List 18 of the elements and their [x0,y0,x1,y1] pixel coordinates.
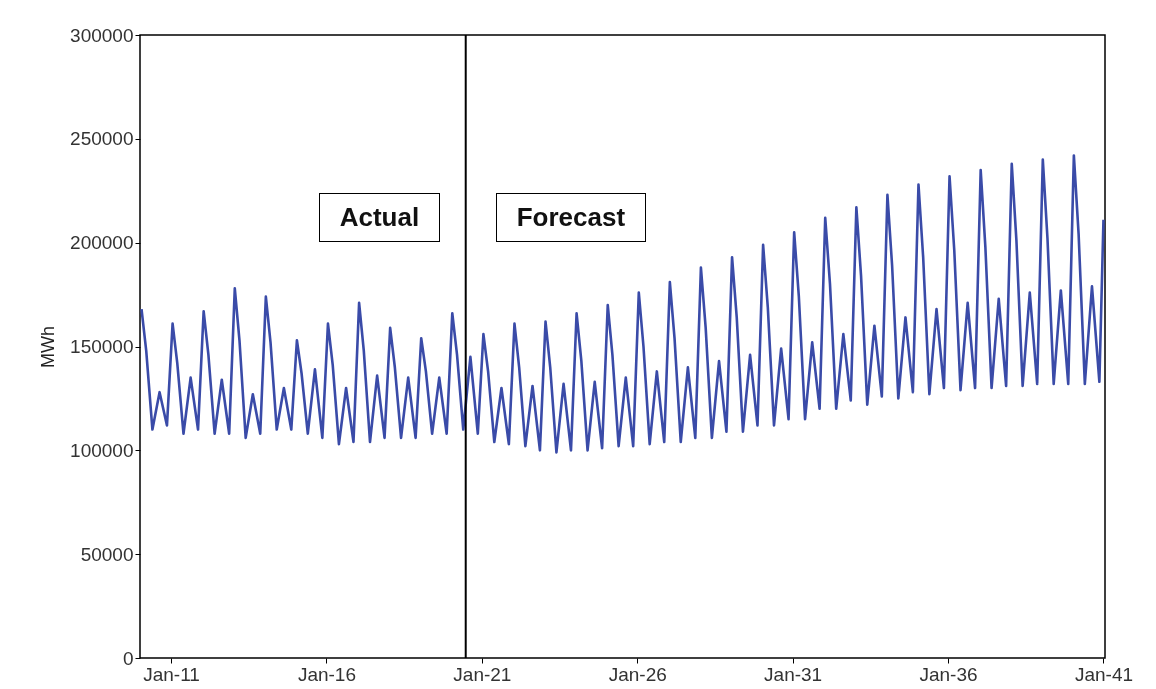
annotation: Forecast [495,193,647,242]
y-tick-label: 300000 [70,24,134,46]
x-tick-label: Jan-21 [453,663,512,685]
x-tick-label: Jan-16 [297,663,356,685]
x-tick-label: Jan-11 [143,663,200,685]
y-tick-label: 0 [122,647,134,669]
y-tick-label: 150000 [70,336,134,357]
y-tick-label: 250000 [70,128,134,150]
y-axis-title: MWh [38,326,59,368]
x-tick-label: Jan-41 [1074,663,1134,685]
x-tick-label: Jan-31 [764,663,823,685]
y-tick-label: 50000 [80,543,134,565]
x-tick-label: Jan-36 [919,663,978,685]
y-tick-label: 100000 [70,439,134,461]
y-tick-label: 200000 [70,232,134,254]
line-series [140,154,1105,454]
annotation: Actual [318,193,441,242]
x-tick-label: Jan-26 [608,663,667,685]
